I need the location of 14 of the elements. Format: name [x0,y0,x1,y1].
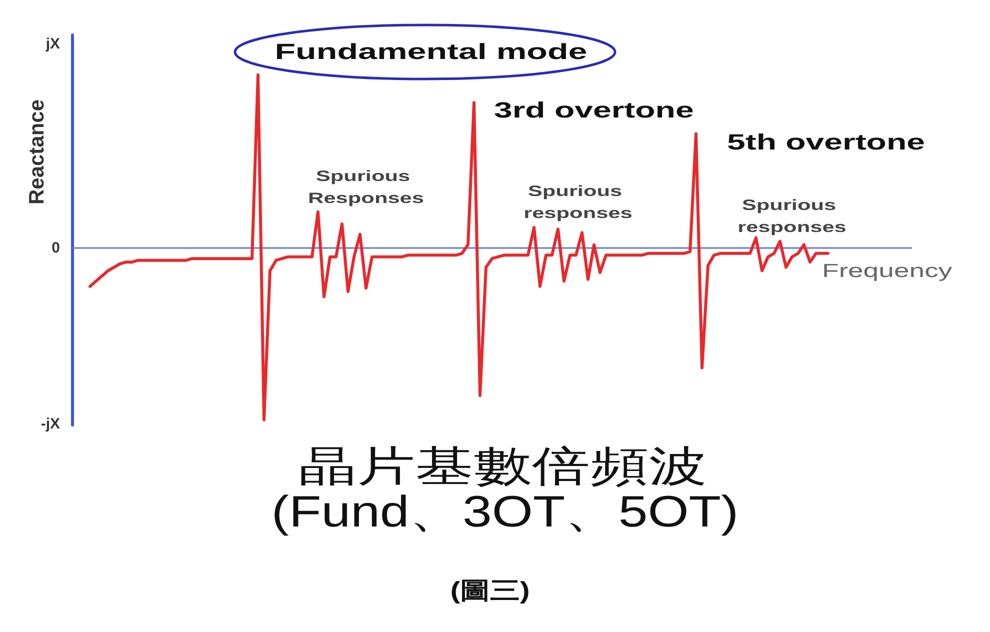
text: 0 [52,240,60,257]
text: 晶片基數倍頻波 [298,442,708,490]
text: -jX [40,416,60,432]
text: jX [44,36,60,52]
x-axis-title: Frequency [822,260,952,282]
annotation: Spurious responses [738,196,846,236]
text: (圖三) [450,576,530,604]
annotation: 5th overtone [727,130,925,154]
text: Fundamental mode [274,40,588,64]
annotation: 3rd overtone [494,98,694,122]
annotation: Spurious responses [524,182,632,222]
annotation: Spurious Responses [308,168,424,206]
y-axis-title: Reactance [26,99,48,205]
text: (Fund、3OT、5OT) [271,488,739,536]
